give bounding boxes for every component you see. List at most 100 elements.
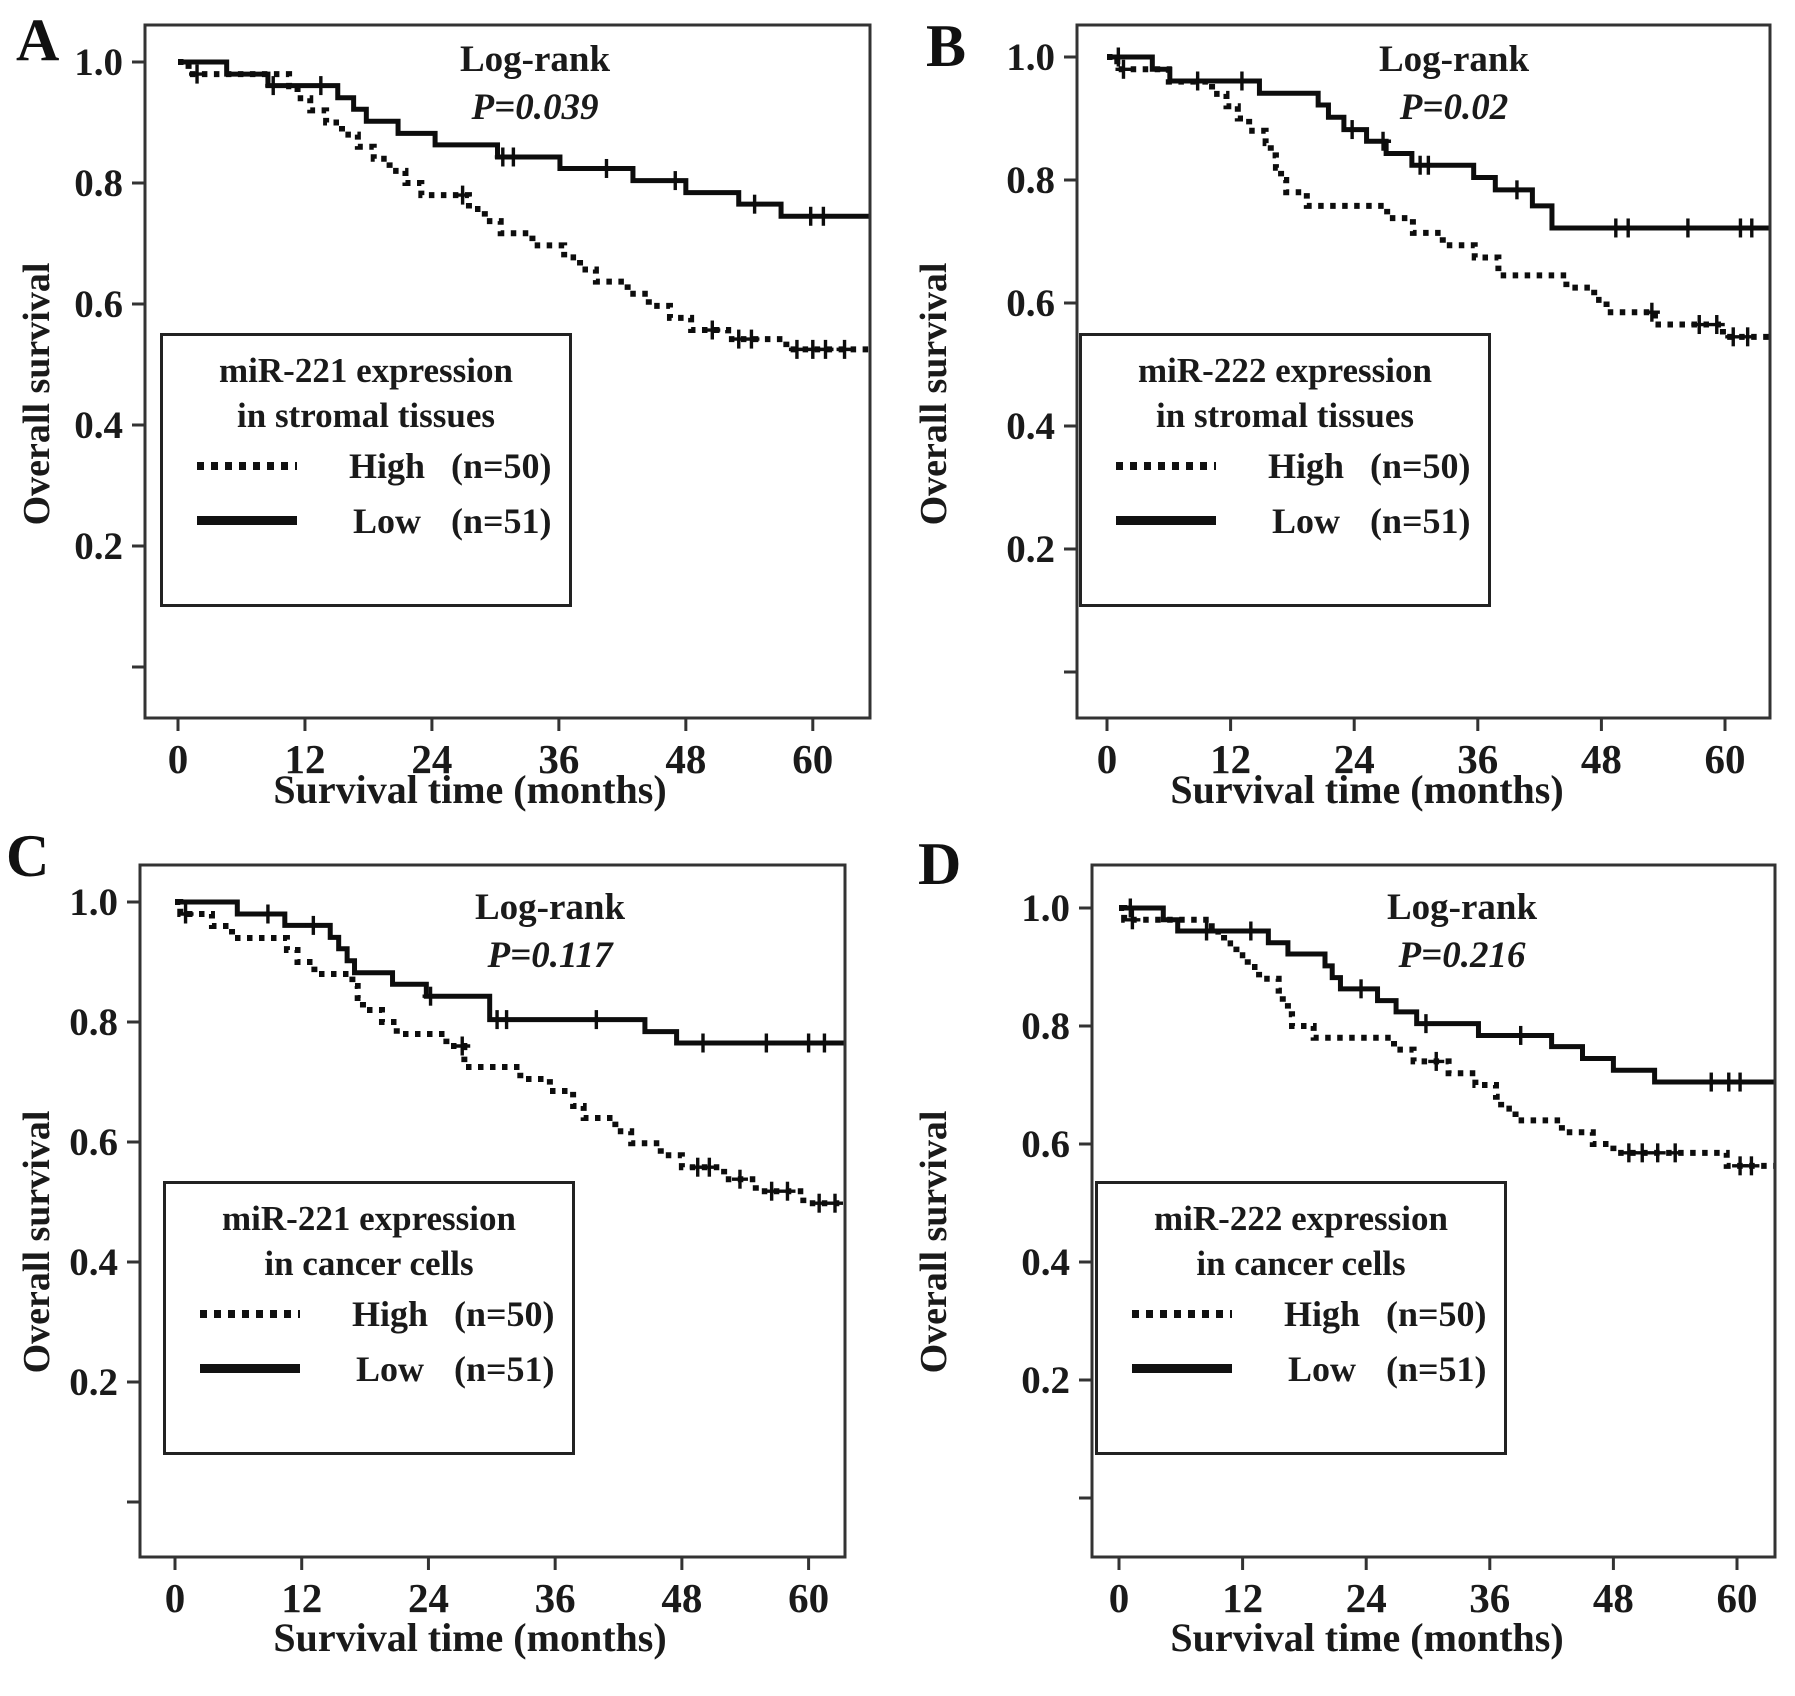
x-tick-label: 24 — [1334, 736, 1375, 782]
legend-entry-high: High (n=50) — [1098, 1286, 1504, 1341]
y-tick-label: 0.6 — [1006, 282, 1055, 325]
logrank-label: Log-rank — [1386, 887, 1538, 928]
x-tick-label: 60 — [792, 736, 833, 782]
legend-entry-label: High — [1267, 445, 1345, 486]
y-axis-title: Overall survival — [16, 262, 58, 526]
legend-title-line2: in stromal tissues — [1156, 396, 1414, 435]
y-tick-label: 0.8 — [1021, 1005, 1070, 1048]
panel-letter-c: C — [6, 823, 50, 889]
legend-title-line1: miR-222 expression — [1138, 351, 1432, 390]
legend-entry-high: High (n=50) — [163, 438, 569, 493]
legend-box: miR-222 expression in stromal tissues Hi… — [1079, 333, 1491, 607]
legend-entry-n: (n=50) — [1386, 1293, 1487, 1334]
y-tick-label: 1.0 — [1006, 36, 1055, 79]
km-curve-high — [1119, 905, 1774, 1169]
solid-line-swatch — [1116, 516, 1216, 525]
legend-entry-n: (n=51) — [1386, 1348, 1487, 1389]
logrank-annotation: Log-rank P=0.02 — [1289, 36, 1619, 132]
y-tick-label: 1.0 — [74, 41, 123, 84]
dotted-line-swatch — [200, 1309, 300, 1318]
axis-ticks — [132, 60, 815, 731]
km-curve-high — [1107, 54, 1769, 340]
panel-letter-a: A — [16, 7, 60, 73]
km-curve-high — [178, 59, 869, 353]
x-tick-label: 60 — [1717, 1575, 1758, 1621]
y-tick-label: 0.4 — [1006, 405, 1055, 448]
solid-line-swatch — [1132, 1364, 1232, 1373]
logrank-label: Log-rank — [474, 887, 626, 928]
legend-entry-high: High (n=50) — [166, 1286, 572, 1341]
x-axis-title: Survival time (months) — [1170, 767, 1564, 812]
p-value: P=0.117 — [487, 935, 613, 976]
legend-title-line1: miR-222 expression — [1154, 1199, 1448, 1238]
legend-title-line1: miR-221 expression — [222, 1199, 516, 1238]
censor-marks-high — [1124, 910, 1760, 1176]
x-tick-label: 12 — [1222, 1575, 1263, 1621]
x-axis-title: Survival time (months) — [273, 767, 667, 812]
x-tick-label: 48 — [661, 1575, 702, 1621]
y-tick-label: 0.6 — [74, 283, 123, 326]
y-tick-label: 0.2 — [1021, 1359, 1070, 1402]
logrank-annotation: Log-rank P=0.117 — [385, 884, 715, 980]
legend-title-line2: in stromal tissues — [237, 396, 495, 435]
dotted-line-swatch — [197, 461, 297, 470]
x-tick-label: 12 — [1210, 736, 1251, 782]
legend-box: miR-221 expression in cancer cells High … — [163, 1181, 575, 1455]
x-tick-label: 0 — [168, 736, 189, 782]
axis-ticks — [127, 900, 811, 1570]
x-tick-label: 24 — [1346, 1575, 1387, 1621]
legend-entry-low: Low (n=51) — [1098, 1341, 1504, 1396]
km-panel-c: 0 12 24 36 48 60 1.0 0.8 0.6 0.4 0.2 Log-rank P=0.… — [0, 848, 898, 1696]
tick-labels: 0 12 24 36 48 60 1.0 0.8 0.6 0.4 0.2 — [1006, 36, 1745, 782]
legend-entry-n: (n=51) — [454, 1348, 555, 1389]
y-tick-label: 0.8 — [74, 162, 123, 205]
legend-entry-label: Low — [352, 500, 421, 541]
x-tick-label: 48 — [665, 736, 706, 782]
censor-marks-high — [189, 64, 853, 359]
censor-marks-low — [1122, 898, 1749, 1092]
km-panel-b: 0 12 24 36 48 60 1.0 0.8 0.6 0.4 0.2 Log-rank P=0.… — [897, 0, 1795, 848]
x-tick-label: 36 — [535, 1575, 576, 1621]
y-tick-label: 0.2 — [69, 1361, 118, 1404]
y-tick-label: 0.2 — [1006, 528, 1055, 571]
logrank-annotation: Log-rank P=0.216 — [1297, 884, 1627, 980]
x-axis-title: Survival time (months) — [273, 1615, 667, 1660]
y-axis-title: Overall survival — [913, 1110, 955, 1374]
y-axis-title: Overall survival — [913, 262, 955, 526]
legend-box: miR-222 expression in cancer cells High … — [1095, 1181, 1507, 1455]
tick-labels: 0 12 24 36 48 60 1.0 0.8 0.6 0.4 0.2 — [69, 881, 829, 1621]
tick-labels: 0 12 24 36 48 60 1.0 0.8 0.6 0.4 0.2 — [1021, 887, 1757, 1621]
dotted-line-swatch — [1132, 1309, 1232, 1318]
km-curve-low — [175, 899, 844, 1046]
legend-box: miR-221 expression in stromal tissues Hi… — [160, 333, 572, 607]
x-tick-label: 24 — [408, 1575, 449, 1621]
x-tick-label: 36 — [538, 736, 579, 782]
x-tick-label: 0 — [165, 1575, 186, 1621]
logrank-label: Log-rank — [459, 39, 611, 80]
x-tick-label: 0 — [1097, 736, 1118, 782]
p-value: P=0.216 — [1398, 935, 1526, 976]
censor-marks-high — [177, 904, 843, 1213]
axis-ticks — [1064, 55, 1727, 731]
legend-entry-low: Low (n=51) — [1082, 493, 1488, 548]
censor-marks-high — [1115, 59, 1756, 347]
solid-line-swatch — [200, 1364, 300, 1373]
legend-entry-label: Low — [1271, 500, 1340, 541]
y-tick-label: 0.4 — [74, 404, 123, 447]
km-curve-low — [178, 59, 869, 219]
logrank-label: Log-rank — [1378, 39, 1530, 80]
legend-entry-n: (n=50) — [451, 445, 552, 486]
legend-entry-label: Low — [1287, 1348, 1356, 1389]
x-tick-label: 24 — [411, 736, 452, 782]
x-tick-label: 48 — [1581, 736, 1622, 782]
censor-marks-low — [1110, 47, 1760, 238]
y-tick-label: 1.0 — [1021, 887, 1070, 930]
legend-entry-label: Low — [355, 1348, 424, 1389]
y-tick-label: 0.6 — [1021, 1123, 1070, 1166]
p-value: P=0.039 — [471, 87, 599, 128]
legend-entry-label: High — [348, 445, 426, 486]
y-tick-label: 0.4 — [69, 1241, 118, 1284]
x-tick-label: 12 — [281, 1575, 322, 1621]
x-tick-label: 0 — [1109, 1575, 1130, 1621]
